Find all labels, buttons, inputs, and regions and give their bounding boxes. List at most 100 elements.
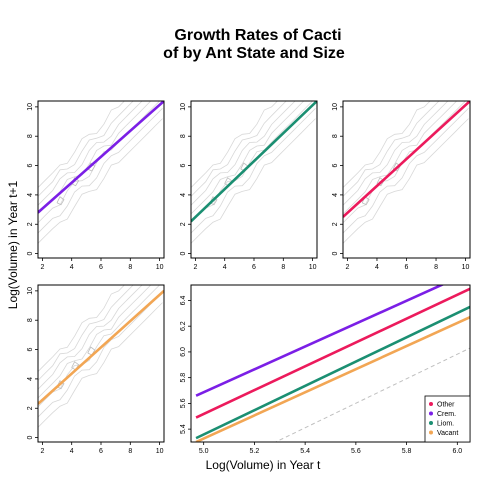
- x-tick-label: 4: [70, 448, 74, 455]
- y-tick-label: 0: [27, 436, 34, 440]
- x-tick-label: 5.2: [250, 448, 260, 455]
- contour-line: [38, 285, 134, 381]
- contour-line: [343, 101, 449, 206]
- chart-title-line-2: of by Ant State and Size: [163, 45, 345, 62]
- legend-marker-other: [429, 402, 433, 406]
- panel-top-right: 2 4 6 8 10 0 2 4 6 8 10: [332, 100, 471, 271]
- x-tick-label: 6: [99, 264, 103, 271]
- x-tick-label: 4: [70, 264, 74, 271]
- y-axis-label: Log(Volume) in Year t+1: [6, 180, 20, 309]
- y-tick-label: 8: [27, 134, 34, 138]
- x-tick-label: 2: [40, 448, 44, 455]
- contour-line: [38, 285, 152, 399]
- x-tick-label: 4: [223, 264, 227, 271]
- legend-label-other: Other: [437, 402, 455, 409]
- x-tick-label: 5.4: [300, 448, 310, 455]
- contour-line: [343, 108, 469, 234]
- contour-line: [38, 285, 125, 372]
- x-tick-label: 5.8: [402, 448, 412, 455]
- contour-line: [38, 292, 163, 418]
- contour-line: [343, 101, 431, 188]
- contour-blob: [87, 346, 96, 356]
- series-line-liom: [195, 305, 470, 440]
- y-tick-label: 4: [332, 193, 339, 197]
- y-tick-label: 2: [27, 222, 34, 226]
- x-tick-label: 8: [128, 448, 132, 455]
- contour-line: [38, 302, 163, 428]
- contour-line: [191, 101, 305, 215]
- series-line-2: [191, 101, 317, 223]
- y-tick-label: 4: [27, 193, 34, 197]
- panel-bottom-right: 5.0 5.2 5.4 5.6 5.8 6.0 5.4 5.6 5.8 6.0 6.2 6.4 Othe…: [180, 284, 471, 455]
- contour-line: [38, 108, 163, 234]
- y-tick-label: 8: [27, 318, 34, 322]
- y-tick-label: 5.6: [180, 398, 187, 408]
- x-tick-label: 5.0: [199, 448, 209, 455]
- y-tick-label: 2: [180, 222, 187, 226]
- series-line-other: [195, 287, 470, 419]
- contour-blob: [209, 196, 218, 206]
- legend-box: [424, 395, 471, 443]
- x-axis-label: Log(Volume) in Year t: [206, 458, 321, 472]
- x-tick-label: 10: [156, 264, 164, 271]
- x-tick-label: 4: [375, 264, 379, 271]
- plot-frame: [190, 284, 471, 443]
- contour-line: [191, 101, 278, 188]
- contour-line: [38, 101, 161, 224]
- legend: Other Crem. Liom. Vacant: [424, 395, 471, 443]
- series-line-4: [38, 289, 164, 405]
- x-tick-label: 6.0: [452, 448, 462, 455]
- y-tick-label: 6: [180, 164, 187, 168]
- contour-line: [343, 101, 458, 215]
- chart-title-line-1: Growth Rates of Cacti: [174, 27, 341, 44]
- reference-dashed-line: [274, 347, 470, 442]
- y-tick-label: 6: [27, 164, 34, 168]
- contour-line: [38, 285, 161, 408]
- series-line-crem: [195, 285, 445, 397]
- y-tick-label: 2: [332, 222, 339, 226]
- x-tick-label: 8: [281, 264, 285, 271]
- y-tick-label: 10: [180, 103, 187, 111]
- x-tick-label: 5.6: [351, 448, 361, 455]
- contour-line: [38, 101, 125, 188]
- contour-line: [38, 101, 134, 197]
- legend-marker-vacant: [429, 430, 433, 435]
- contour-line: [191, 101, 296, 206]
- contour-line: [38, 101, 143, 206]
- contour-line: [343, 101, 467, 224]
- y-tick-label: 6.2: [180, 321, 187, 331]
- contour-line: [38, 118, 163, 244]
- y-tick-label: 10: [27, 103, 34, 111]
- x-tick-label: 10: [156, 448, 164, 455]
- contour-line: [191, 101, 314, 224]
- y-tick-label: 6: [332, 164, 339, 168]
- plot-area: [191, 101, 317, 244]
- plot-area: [38, 285, 164, 428]
- plot-frame: [190, 100, 318, 259]
- x-tick-label: 6: [252, 264, 256, 271]
- contour-blob: [56, 196, 65, 206]
- x-tick-label: 2: [193, 264, 197, 271]
- series-line-1: [38, 101, 164, 214]
- y-tick-label: 0: [180, 252, 187, 256]
- x-tick-label: 2: [345, 264, 349, 271]
- plot-frame: [37, 100, 165, 259]
- y-tick-label: 8: [332, 134, 339, 138]
- y-tick-label: 10: [27, 287, 34, 295]
- plot-area: [343, 101, 470, 244]
- panel-top-left: 2 4 6 8 10 0 2 4 6 8 10: [27, 100, 165, 271]
- contour-line: [191, 108, 316, 234]
- y-tick-label: 10: [332, 103, 339, 111]
- contour-line: [38, 285, 143, 390]
- panel-top-middle: 2 4 6 8 10 0 2 4 6 8 10: [180, 100, 318, 271]
- y-tick-label: 5.4: [180, 424, 187, 434]
- legend-marker-liom: [429, 421, 433, 425]
- y-tick-label: 8: [180, 134, 187, 138]
- contour-line: [343, 118, 469, 244]
- contour-blob: [71, 361, 80, 371]
- y-tick-label: 0: [332, 252, 339, 256]
- y-tick-label: 6.0: [180, 347, 187, 357]
- y-tick-label: 4: [27, 377, 34, 381]
